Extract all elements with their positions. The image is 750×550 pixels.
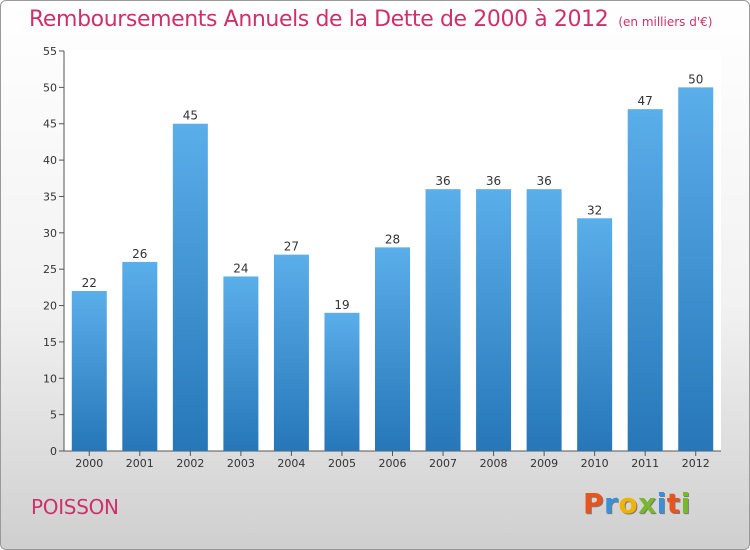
- bar-2009: [526, 189, 562, 451]
- y-tick-label: 45: [43, 118, 57, 131]
- bar-2004: [273, 254, 309, 451]
- x-tick-label: 2009: [530, 457, 558, 470]
- logo-letter: o: [618, 487, 639, 520]
- logo-letter: x: [638, 487, 657, 520]
- y-tick-label: 25: [43, 263, 57, 276]
- y-tick-label: 20: [43, 300, 57, 313]
- x-tick-label: 2000: [75, 457, 103, 470]
- logo-letter: P: [583, 487, 605, 520]
- value-label-2003: 24: [233, 261, 248, 275]
- y-tick-label: 5: [50, 409, 57, 422]
- bar-2006: [375, 247, 410, 451]
- unit-label: (en milliers d'€): [618, 15, 713, 29]
- x-tick-label: 2007: [429, 457, 457, 470]
- value-label-2001: 26: [132, 247, 147, 261]
- bar-2007: [425, 189, 461, 451]
- bar-2008: [476, 189, 512, 451]
- x-tick-label: 2010: [581, 457, 609, 470]
- logo-letter: i: [680, 487, 691, 520]
- chart-title: Remboursements Annuels de la Dette de 20…: [29, 7, 712, 32]
- title-text: Remboursements Annuels de la Dette de 20…: [29, 7, 609, 32]
- x-tick-label: 2006: [379, 457, 407, 470]
- value-labels: 22 26 45 24 27 19 28 36 36 36 32 47 50: [82, 72, 704, 311]
- bar-2010: [577, 218, 613, 451]
- x-tick-label: 2004: [277, 457, 305, 470]
- bar-2000: [71, 291, 107, 451]
- bar-2005: [324, 312, 360, 451]
- x-tick-label: 2001: [126, 457, 154, 470]
- bar-2001: [122, 261, 158, 451]
- y-tick-label: 30: [43, 227, 57, 240]
- bar-2011: [627, 109, 663, 451]
- bar-2002: [172, 123, 208, 452]
- value-label-2007: 36: [435, 174, 450, 188]
- x-tick-label: 2002: [176, 457, 204, 470]
- commune-name: POISSON: [31, 495, 119, 519]
- bars: [71, 87, 714, 452]
- bar-2012: [678, 87, 714, 451]
- x-tick-label: 2012: [682, 457, 710, 470]
- x-tick-label: 2005: [328, 457, 356, 470]
- value-label-2004: 27: [284, 240, 299, 254]
- value-label-2000: 22: [82, 276, 97, 290]
- y-tick-label: 10: [43, 372, 57, 385]
- x-tick-label: 2008: [480, 457, 508, 470]
- y-tick-label: 0: [50, 445, 57, 458]
- value-label-2010: 32: [587, 203, 602, 217]
- value-label-2006: 28: [385, 232, 400, 246]
- x-tick-label: 2003: [227, 457, 255, 470]
- x-tick-label: 2011: [631, 457, 659, 470]
- value-label-2005: 19: [334, 298, 349, 312]
- proxiti-logo: Proxiti: [583, 487, 691, 520]
- y-tick-label: 40: [43, 154, 57, 167]
- value-label-2012: 50: [688, 72, 703, 86]
- logo-letter: i: [656, 487, 667, 520]
- value-label-2011: 47: [638, 94, 653, 108]
- y-tick-label: 50: [43, 81, 57, 94]
- y-tick-label: 15: [43, 336, 57, 349]
- value-label-2002: 45: [183, 109, 198, 123]
- y-tick-label: 35: [43, 190, 57, 203]
- value-label-2008: 36: [486, 174, 501, 188]
- bar-2003: [223, 276, 259, 451]
- logo-letter: r: [604, 487, 619, 520]
- y-tick-label: 55: [43, 45, 57, 58]
- value-label-2009: 36: [536, 174, 551, 188]
- logo-letter: t: [666, 487, 681, 520]
